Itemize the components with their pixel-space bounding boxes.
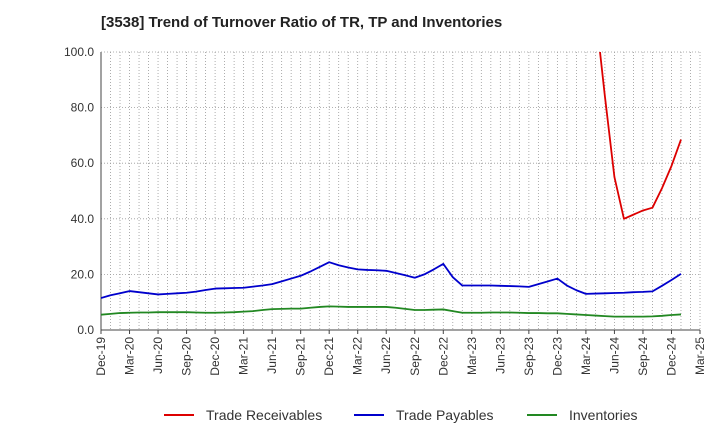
legend-item-trade-receivables: Trade Receivables <box>164 404 322 426</box>
x-tick-label: Sep-20 <box>180 337 194 376</box>
x-tick-label: Jun-20 <box>151 337 165 374</box>
legend-item-trade-payables: Trade Payables <box>354 404 494 426</box>
plot-area <box>101 52 700 330</box>
x-tick-label: Mar-21 <box>237 337 251 375</box>
x-tick-label: Jun-24 <box>607 337 621 374</box>
x-tick-label: Sep-21 <box>294 337 308 376</box>
x-tick-label: Jun-23 <box>493 337 507 374</box>
axes <box>100 51 701 334</box>
legend-label: Trade Receivables <box>206 407 323 423</box>
x-tick-label: Dec-19 <box>94 337 108 376</box>
x-tick-label: Sep-22 <box>408 337 422 376</box>
legend: Trade Receivables Trade Payables Invento… <box>0 404 720 426</box>
x-tick-label: Mar-25 <box>693 337 707 375</box>
x-tick-label: Dec-24 <box>664 337 678 376</box>
x-tick-label: Jun-22 <box>379 337 393 374</box>
series-line-trade-payables <box>101 261 682 299</box>
x-tick-label: Dec-20 <box>208 337 222 376</box>
x-tick-label: Dec-22 <box>436 337 450 376</box>
x-tick-label: Sep-24 <box>636 337 650 376</box>
series-lines <box>101 52 682 318</box>
y-tick-label: 100.0 <box>64 45 94 59</box>
legend-swatch-inventories <box>527 414 557 416</box>
y-tick-label: 80.0 <box>71 101 95 115</box>
y-tick-label: 0.0 <box>77 323 94 337</box>
chart-title: [3538] Trend of Turnover Ratio of TR, TP… <box>101 14 503 31</box>
legend-label: Trade Payables <box>396 407 494 423</box>
series-line-inventories <box>101 305 682 318</box>
x-tick-label: Dec-21 <box>322 337 336 376</box>
y-tick-label: 40.0 <box>71 212 95 226</box>
legend-label: Inventories <box>569 407 638 423</box>
series-line-trade-receivables <box>599 52 682 220</box>
y-tick-label: 60.0 <box>71 156 95 170</box>
legend-swatch-trade-payables <box>354 414 384 416</box>
x-tick-label: Mar-22 <box>351 337 365 375</box>
x-tick-labels: Dec-19 Mar-20 Jun-20 Sep-20 Dec-20 Mar-21 Jun-… <box>94 337 707 376</box>
x-tick-label: Mar-24 <box>579 337 593 375</box>
x-tick-label: Sep-23 <box>522 337 536 376</box>
x-tick-label: Mar-20 <box>123 337 137 375</box>
x-tick-label: Mar-23 <box>465 337 479 375</box>
y-tick-labels: 0.0 20.0 40.0 60.0 80.0 100.0 <box>64 45 94 337</box>
legend-swatch-trade-receivables <box>164 414 194 416</box>
legend-item-inventories: Inventories <box>527 404 637 426</box>
y-tick-label: 20.0 <box>71 267 95 281</box>
x-tick-label: Dec-23 <box>550 337 564 376</box>
x-tick-label: Jun-21 <box>265 337 279 374</box>
